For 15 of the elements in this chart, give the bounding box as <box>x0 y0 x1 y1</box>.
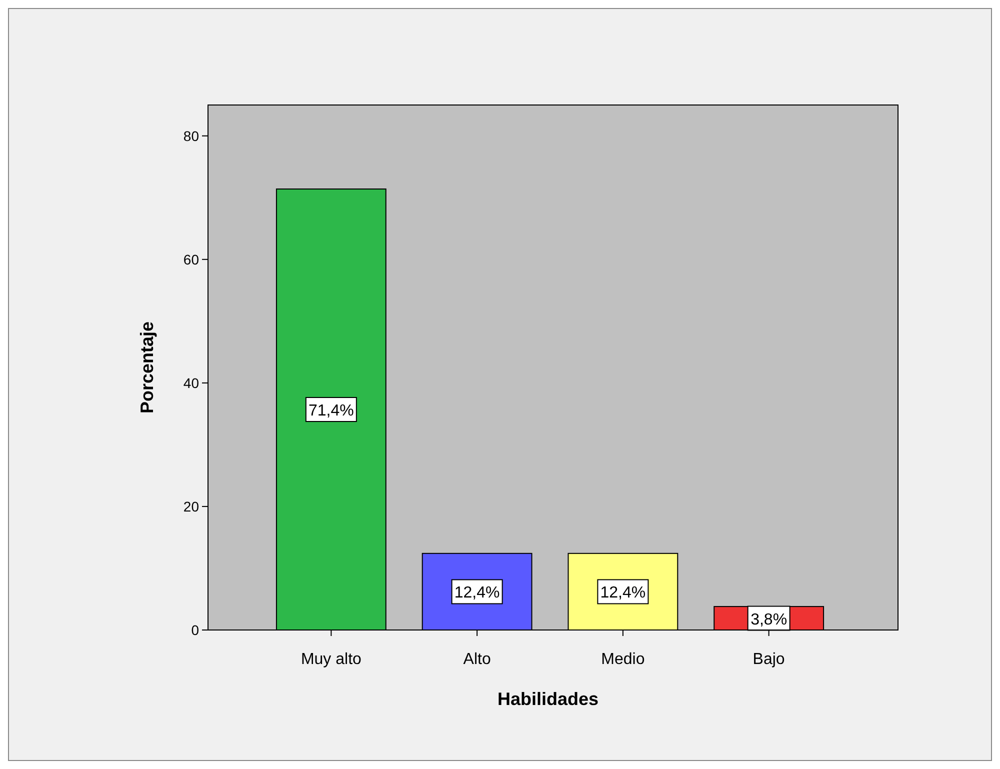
data-label: 71,4% <box>308 402 354 420</box>
x-axis-title: Habilidades <box>497 689 599 709</box>
x-tick-label: Muy alto <box>300 651 362 668</box>
data-label: 3,8% <box>750 611 788 628</box>
y-tick-label: 80 <box>183 128 200 144</box>
y-axis-title: Porcentaje <box>137 321 157 414</box>
data-label: 12,4% <box>600 584 646 602</box>
y-tick-label: 40 <box>183 374 200 391</box>
x-tick-label: Medio <box>601 651 645 668</box>
y-tick-label: 0 <box>191 622 200 638</box>
x-tick-label: Bajo <box>752 651 785 668</box>
data-label: 12,4% <box>454 584 500 602</box>
y-tick-label: 20 <box>183 498 200 514</box>
x-tick-label: Alto <box>463 651 491 668</box>
y-tick-label: 60 <box>183 251 200 268</box>
